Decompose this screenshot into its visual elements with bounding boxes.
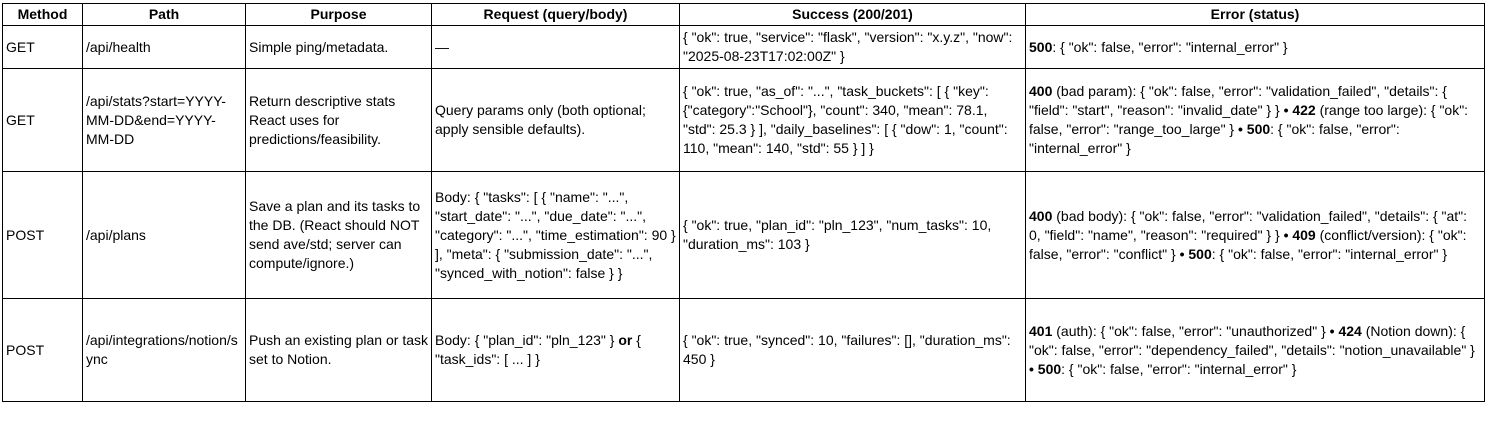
cell-text: — bbox=[435, 38, 449, 55]
cell-purpose: Return descriptive stats React uses for … bbox=[245, 68, 432, 172]
status-code: • 500 bbox=[1179, 245, 1212, 262]
cell-request: Query params only (both optional; apply … bbox=[431, 68, 680, 172]
cell-success: { "ok": true, "service": "flask", "versi… bbox=[679, 25, 1026, 69]
cell-purpose: Save a plan and its tasks to the DB. (Re… bbox=[245, 171, 432, 299]
status-code: • 500 bbox=[1029, 360, 1062, 377]
cell-success: { "ok": true, "plan_id": "pln_123", "num… bbox=[679, 171, 1026, 299]
cell-text: : { "ok": false, "error": "internal_erro… bbox=[1052, 38, 1288, 55]
cell-success: { "ok": true, "synced": 10, "failures": … bbox=[679, 298, 1026, 402]
status-code: 400 bbox=[1029, 83, 1053, 99]
cell-text: : { "ok": false, "error": "internal_erro… bbox=[1029, 121, 1400, 156]
header-method: Method bbox=[2, 3, 83, 26]
status-code: 500 bbox=[1029, 38, 1053, 55]
cell-error: 401 (auth): { "ok": false, "error": "una… bbox=[1025, 298, 1485, 402]
status-code: 401 bbox=[1029, 322, 1053, 339]
cell-text: (Notion down): { "ok": false, "error": "… bbox=[1029, 322, 1475, 358]
cell-text: Query params only (both optional; apply … bbox=[435, 102, 646, 137]
cell-method: GET bbox=[2, 68, 83, 172]
cell-text: (range too large): { "ok": false, "error… bbox=[1029, 102, 1469, 137]
cell-text: Body: { "plan_id": "pln_123" } bbox=[435, 332, 619, 348]
cell-text: : { "ok": false, "error": "internal_erro… bbox=[1061, 360, 1297, 377]
status-code: • 424 bbox=[1329, 322, 1362, 339]
cell-success: { "ok": true, "as_of": "...", "task_buck… bbox=[679, 68, 1026, 172]
cell-text: (bad param): { "ok": false, "error": "va… bbox=[1029, 83, 1447, 118]
status-code: 500 bbox=[1246, 121, 1271, 137]
cell-error: 400 (bad body): { "ok": false, "error": … bbox=[1025, 171, 1485, 299]
header-success: Success (200/201) bbox=[679, 3, 1026, 26]
cell-method: POST bbox=[2, 298, 83, 402]
cell-text: (auth): { "ok": false, "error": "unautho… bbox=[1052, 322, 1330, 339]
cell-purpose: Push an existing plan or task set to Not… bbox=[245, 298, 432, 402]
cell-path: /api/integrations/notion/sync bbox=[82, 298, 246, 402]
status-code: • bbox=[1238, 121, 1243, 137]
cell-request: — bbox=[431, 25, 680, 69]
status-code: • 409 bbox=[1283, 226, 1316, 243]
cell-text: (conflict/version): { "ok": false, "erro… bbox=[1029, 226, 1467, 262]
cell-error: 500: { "ok": false, "error": "internal_e… bbox=[1025, 25, 1485, 69]
cell-purpose: Simple ping/metadata. bbox=[245, 25, 432, 69]
cell-method: GET bbox=[2, 25, 83, 69]
table-row: GET /api/stats?start=YYYY-MM-DD&end=YYYY… bbox=[2, 68, 1485, 172]
cell-request: Body: { "plan_id": "pln_123" } or { "tas… bbox=[431, 298, 680, 402]
table-row: POST /api/integrations/notion/sync Push … bbox=[2, 298, 1485, 402]
cell-request: Body: { "tasks": [ { "name": "...", "sta… bbox=[431, 171, 680, 299]
cell-text: { "task_ids": [ ... ] } bbox=[435, 332, 641, 367]
status-code: • 422 bbox=[1283, 102, 1316, 118]
cell-text: (bad body): { "ok": false, "error": "val… bbox=[1029, 207, 1468, 243]
header-row: Method Path Purpose Request (query/body)… bbox=[2, 3, 1485, 26]
cell-error: 400 (bad param): { "ok": false, "error":… bbox=[1025, 68, 1485, 172]
header-purpose: Purpose bbox=[245, 3, 432, 26]
header-error: Error (status) bbox=[1025, 3, 1485, 26]
table-row: POST /api/plans Save a plan and its task… bbox=[2, 171, 1485, 299]
header-request: Request (query/body) bbox=[431, 3, 680, 26]
cell-text: : { "ok": false, "error": "internal_erro… bbox=[1211, 245, 1448, 262]
cell-path: /api/stats?start=YYYY-MM-DD&end=YYYY-MM-… bbox=[82, 68, 246, 172]
cell-text: Body: { "tasks": [ { "name": "...", "sta… bbox=[435, 188, 676, 281]
cell-path: /api/plans bbox=[82, 171, 246, 299]
header-path: Path bbox=[82, 3, 246, 26]
status-code: or bbox=[618, 332, 633, 348]
api-endpoints-table: Method Path Purpose Request (query/body)… bbox=[2, 3, 1485, 402]
table-row: GET /api/health Simple ping/metadata. — … bbox=[2, 25, 1485, 69]
status-code: 400 bbox=[1029, 207, 1053, 224]
cell-method: POST bbox=[2, 171, 83, 299]
cell-path: /api/health bbox=[82, 25, 246, 69]
